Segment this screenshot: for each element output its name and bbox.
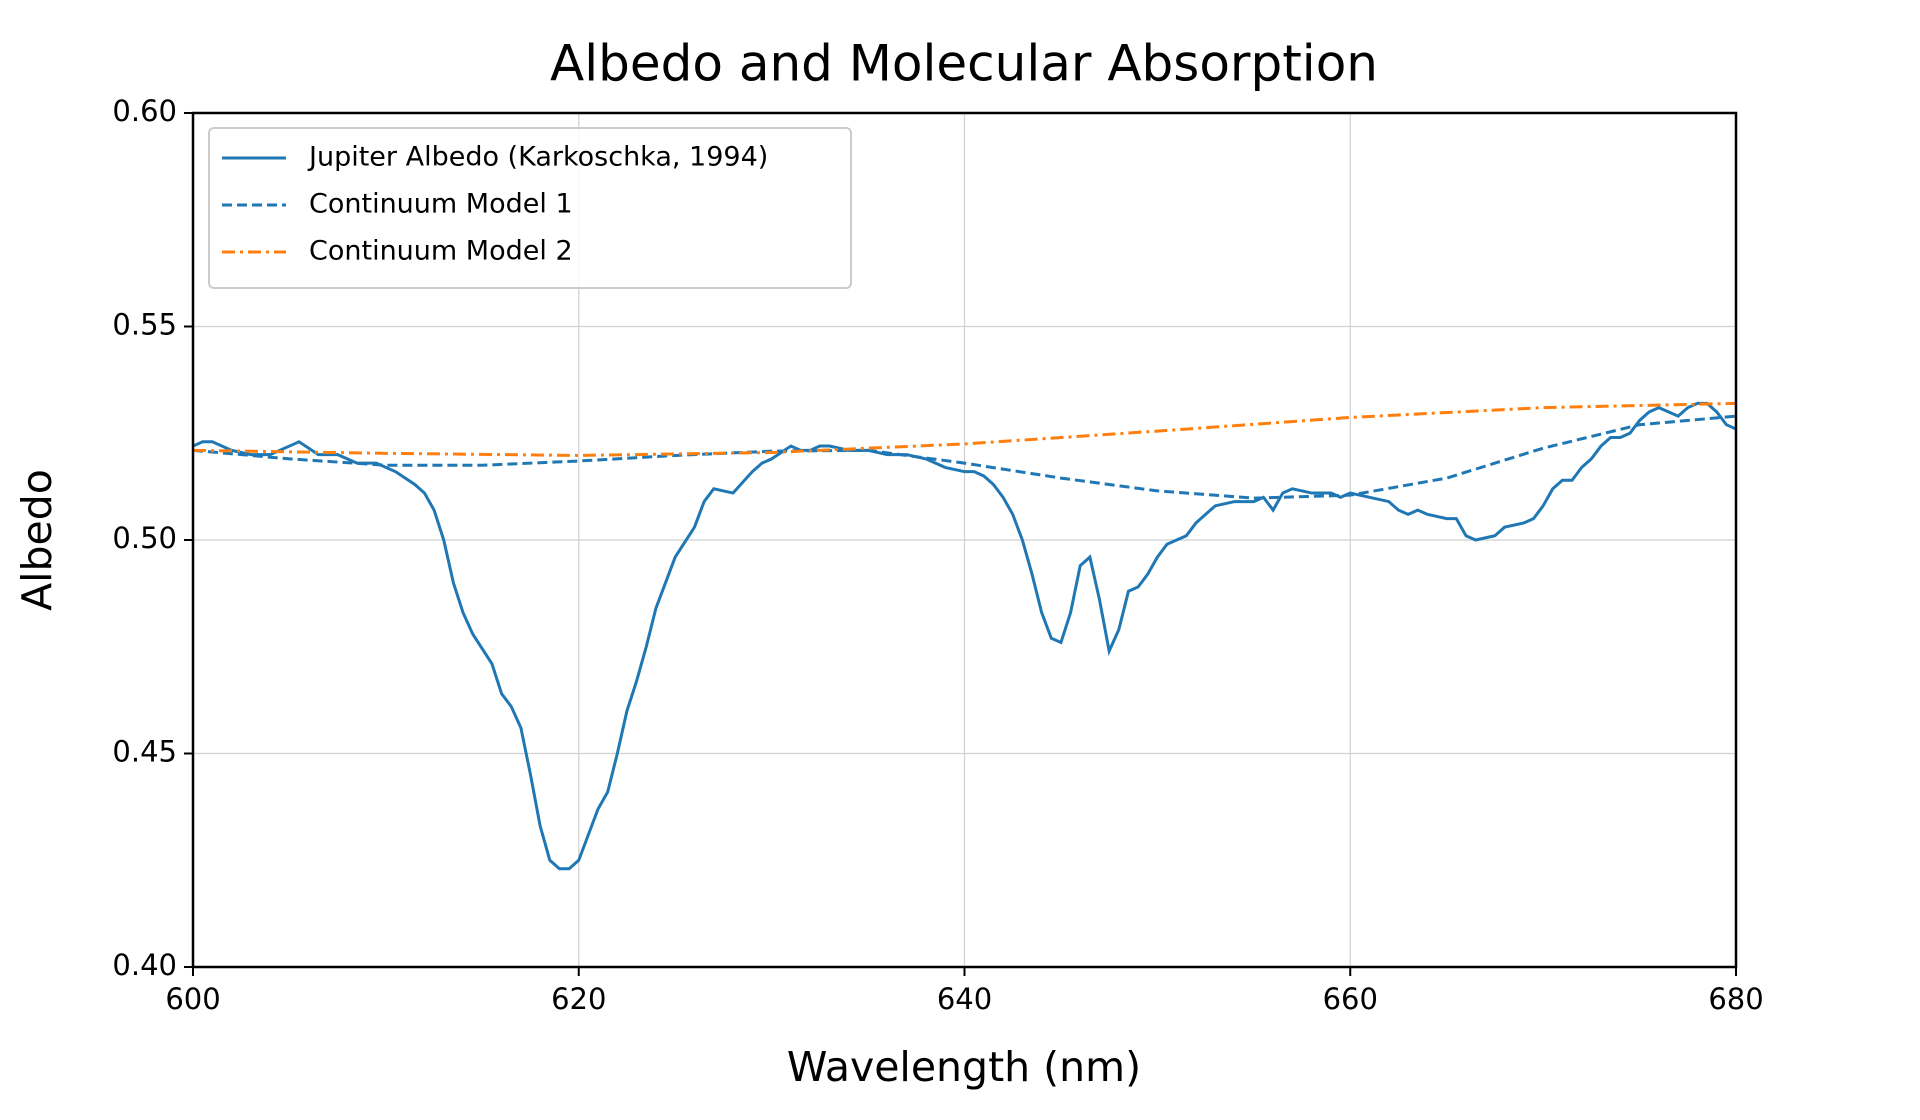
y-axis-label: Albedo (13, 469, 61, 611)
legend-label: Continuum Model 1 (309, 189, 573, 220)
y-tick-label: 0.40 (112, 948, 177, 982)
data-line (192, 414, 1737, 500)
legend-box (208, 127, 852, 289)
x-tick-label: 660 (1323, 982, 1378, 1016)
plot-frame (191, 111, 1738, 969)
y-tick-label: 0.45 (112, 735, 177, 769)
y-tick-label: 0.50 (112, 521, 177, 555)
y-tick-label: 0.55 (112, 308, 177, 342)
x-axis-label: Wavelength (nm) (787, 1043, 1141, 1091)
legend-label: Continuum Model 2 (309, 236, 573, 267)
chart-title: Albedo and Molecular Absorption (550, 35, 1378, 93)
data-line (192, 401, 1737, 871)
x-tick-label: 680 (1708, 982, 1763, 1016)
legend-label: Jupiter Albedo (Karkoschka, 1994) (307, 142, 768, 173)
x-tick-label: 600 (165, 982, 220, 1016)
x-tick-label: 640 (937, 982, 992, 1016)
y-tick-label: 0.60 (112, 94, 177, 128)
x-tick-label: 620 (551, 982, 606, 1016)
